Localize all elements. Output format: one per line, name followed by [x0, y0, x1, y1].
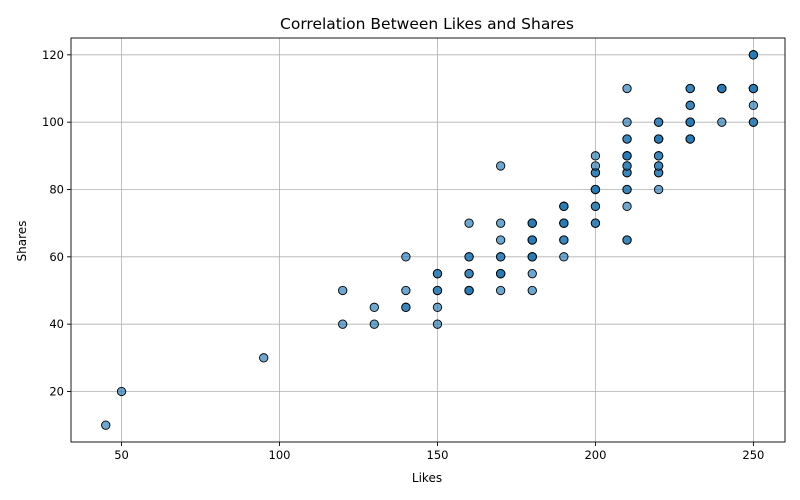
data-point: [496, 285, 506, 296]
data-point: [432, 319, 443, 329]
data-point: [338, 319, 348, 329]
data-point: [685, 117, 695, 127]
data-point: [653, 151, 664, 161]
data-point: [259, 353, 269, 363]
data-point: [748, 50, 759, 60]
data-point: [717, 83, 727, 94]
data-point: [590, 201, 601, 211]
data-point: [653, 184, 664, 195]
data-point: [464, 285, 474, 296]
y-tick-label: 60: [49, 250, 64, 264]
data-point: [622, 161, 632, 171]
data-point: [685, 100, 695, 110]
data-point: [338, 285, 348, 296]
data-point: [527, 285, 537, 296]
x-tick-label: 50: [114, 448, 129, 462]
data-point: [685, 83, 695, 94]
data-point: [622, 83, 632, 94]
data-point: [622, 235, 632, 245]
data-point: [622, 117, 632, 127]
data-point: [527, 235, 537, 245]
ticks-layer: 50 100 150 200 250 20 40 60 80 100 120: [42, 48, 764, 462]
data-point: [496, 161, 506, 171]
plot-frame: [70, 37, 786, 443]
data-point: [559, 235, 569, 245]
data-point: [464, 218, 474, 228]
data-point: [622, 201, 632, 211]
data-point: [101, 420, 111, 430]
y-tick-label: 100: [42, 115, 64, 129]
data-point: [527, 269, 537, 279]
data-point: [527, 218, 537, 228]
data-point: [369, 302, 379, 312]
data-point: [685, 134, 695, 144]
data-point: [496, 269, 506, 279]
data-point: [559, 201, 569, 211]
y-tick-label: 80: [49, 183, 64, 197]
x-tick-label: 100: [269, 448, 291, 462]
data-point: [496, 218, 506, 228]
data-point: [622, 151, 632, 161]
data-point: [590, 184, 601, 195]
data-point: [653, 161, 664, 171]
data-point: [527, 252, 537, 262]
y-tick-label: 120: [42, 48, 64, 62]
data-point: [432, 269, 443, 279]
data-point: [622, 184, 632, 195]
data-point: [748, 117, 759, 127]
x-axis-label: Likes: [412, 471, 442, 485]
chart-title: Correlation Between Likes and Shares: [280, 15, 574, 33]
x-tick-label: 200: [584, 448, 606, 462]
data-point: [401, 285, 411, 296]
data-point: [432, 285, 443, 296]
data-point: [590, 218, 601, 228]
data-point: [748, 83, 759, 94]
data-point: [432, 302, 443, 312]
data-point: [653, 117, 664, 127]
data-point: [622, 134, 632, 144]
data-point: [464, 269, 474, 279]
data-point: [590, 161, 601, 171]
grid-layer: [71, 38, 785, 442]
x-tick-label: 250: [742, 448, 764, 462]
data-point: [401, 252, 411, 262]
data-point: [559, 252, 569, 262]
data-point: [464, 252, 474, 262]
data-point: [748, 100, 759, 110]
y-axis-label: Shares: [15, 221, 29, 262]
data-point: [590, 151, 601, 161]
data-point: [496, 235, 506, 245]
data-point: [717, 117, 727, 127]
data-point: [369, 319, 379, 329]
data-point: [116, 386, 127, 397]
data-point: [496, 252, 506, 262]
data-point: [559, 218, 569, 228]
y-tick-label: 20: [49, 385, 64, 399]
data-point: [653, 134, 664, 144]
x-tick-label: 150: [427, 448, 449, 462]
data-point: [401, 302, 411, 312]
points-layer: [101, 50, 759, 430]
y-tick-label: 40: [49, 317, 64, 331]
